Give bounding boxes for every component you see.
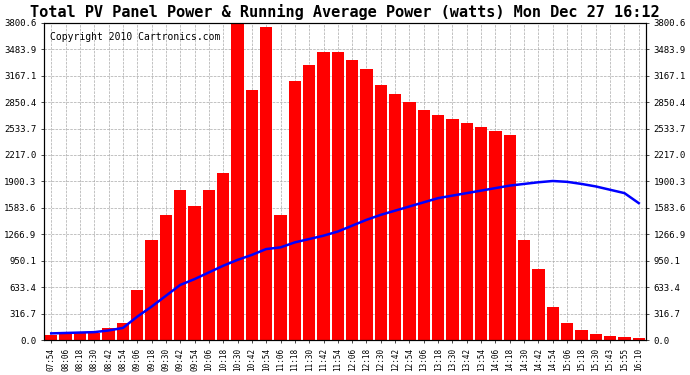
Bar (74, 333, 86, 340)
Bar (174, 190, 186, 340)
Bar (102, 327, 115, 340)
Bar (303, 64, 315, 340)
Text: Copyright 2010 Cartronics.com: Copyright 2010 Cartronics.com (50, 32, 220, 42)
Bar (332, 52, 344, 340)
Bar (217, 173, 229, 340)
Bar (246, 90, 258, 340)
Bar (575, 330, 588, 340)
Bar (590, 334, 602, 340)
Bar (131, 290, 144, 340)
Bar (146, 240, 157, 340)
Bar (518, 240, 530, 340)
Bar (561, 323, 573, 340)
Bar (346, 60, 358, 340)
Bar (461, 123, 473, 340)
Bar (260, 27, 273, 340)
Bar (389, 94, 402, 340)
Bar (446, 119, 459, 340)
Bar (417, 111, 430, 340)
Bar (188, 207, 201, 340)
Bar (317, 52, 330, 340)
Bar (533, 269, 544, 340)
Bar (231, 23, 244, 340)
Bar (59, 334, 72, 340)
Bar (618, 337, 631, 340)
Bar (275, 215, 286, 340)
Bar (546, 307, 559, 340)
Bar (360, 69, 373, 340)
Bar (117, 323, 129, 340)
Bar (160, 215, 172, 340)
Bar (375, 86, 387, 340)
Bar (203, 190, 215, 340)
Bar (45, 335, 57, 340)
Bar (604, 336, 616, 340)
Bar (489, 131, 502, 340)
Bar (475, 127, 487, 340)
Bar (288, 81, 301, 340)
Bar (432, 115, 444, 340)
Bar (633, 338, 645, 340)
Bar (404, 102, 415, 340)
Title: Total PV Panel Power & Running Average Power (watts) Mon Dec 27 16:12: Total PV Panel Power & Running Average P… (30, 4, 660, 20)
Bar (88, 333, 100, 340)
Bar (504, 135, 516, 340)
